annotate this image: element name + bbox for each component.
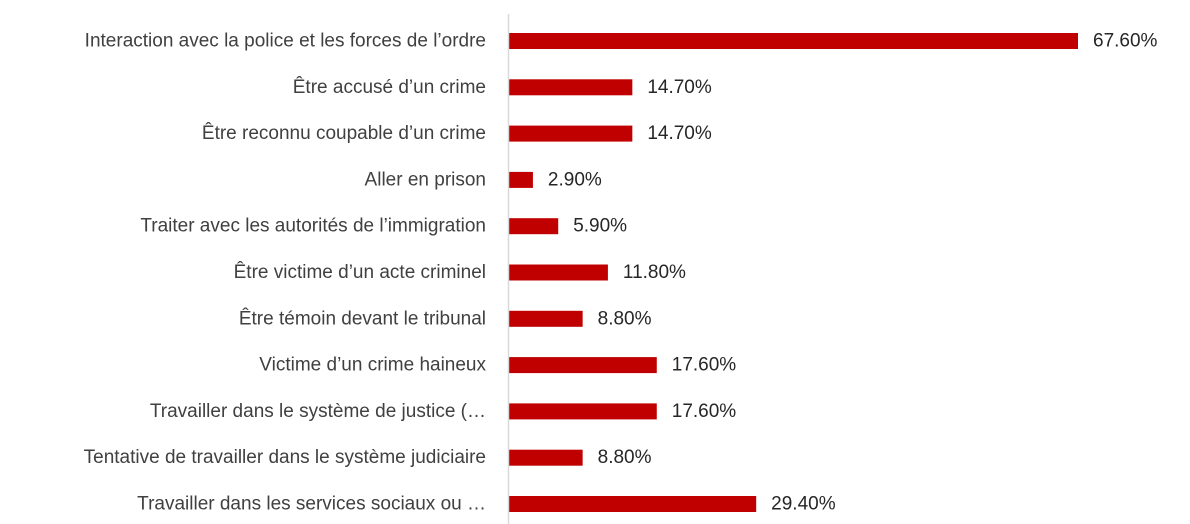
value-label-8: 17.60%	[672, 401, 737, 422]
category-label-10: Travailler dans les services sociaux ou …	[137, 494, 486, 515]
category-labels-group: Interaction avec la police et les forces…	[84, 31, 487, 515]
bar-2	[508, 125, 633, 142]
bar-9	[508, 449, 583, 466]
bar-1	[508, 79, 633, 96]
value-label-2: 14.70%	[647, 123, 712, 144]
value-label-7: 17.60%	[672, 355, 737, 376]
bar-6	[508, 310, 583, 327]
category-label-7: Victime d’un crime haineux	[259, 355, 486, 376]
value-label-10: 29.40%	[771, 494, 836, 515]
bar-0	[508, 33, 1078, 49]
bar-5	[508, 264, 608, 281]
bar-10	[508, 496, 757, 512]
category-label-9: Tentative de travailler dans le système …	[84, 447, 486, 468]
category-label-2: Être reconnu coupable d’un crime	[202, 122, 486, 144]
category-label-0: Interaction avec la police et les forces…	[85, 31, 486, 52]
category-label-1: Être accusé d’un crime	[293, 76, 486, 98]
bar-7	[508, 357, 657, 374]
category-label-6: Être témoin devant le tribunal	[239, 307, 486, 329]
value-label-4: 5.90%	[573, 216, 627, 237]
value-label-9: 8.80%	[598, 447, 652, 468]
bar-4	[508, 218, 559, 235]
value-label-5: 11.80%	[623, 262, 686, 283]
bars-group	[508, 33, 1078, 512]
category-label-4: Traiter avec les autorités de l’immigrat…	[140, 216, 486, 237]
value-label-3: 2.90%	[548, 169, 602, 190]
value-label-6: 8.80%	[598, 308, 652, 329]
bar-3	[508, 171, 533, 188]
bar-8	[508, 403, 657, 420]
category-label-3: Aller en prison	[365, 169, 486, 190]
value-labels-group: 67.60% 14.70% 14.70% 2.90% 5.90% 11.80% 8.80% 1…	[548, 31, 1158, 515]
value-label-0: 67.60%	[1093, 31, 1158, 52]
category-label-8: Travailler dans le système de justice (…	[150, 401, 486, 422]
category-label-5: Être victime d’un acte criminel	[234, 261, 486, 283]
value-label-1: 14.70%	[647, 77, 712, 98]
